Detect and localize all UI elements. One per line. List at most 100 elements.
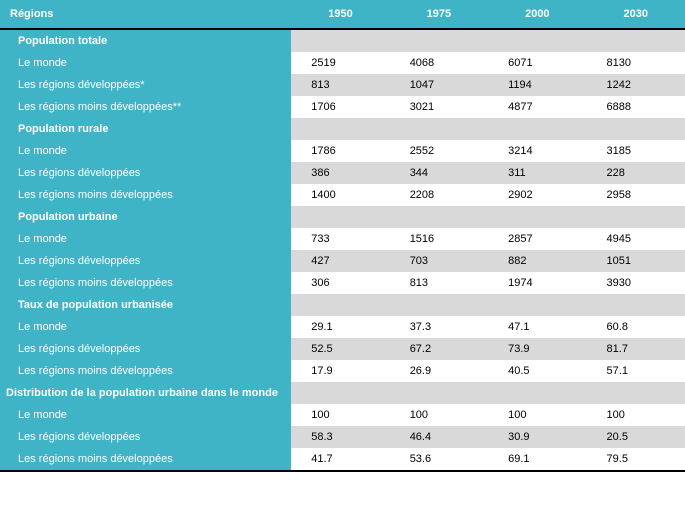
row-label: Les régions développées: [0, 426, 291, 448]
row-label: Les régions moins développées: [0, 272, 291, 294]
data-cell: 4945: [587, 228, 685, 250]
data-cell: 1516: [390, 228, 488, 250]
data-cell: 1194: [488, 74, 586, 96]
data-cell: 100: [291, 404, 389, 426]
data-cell: 100: [488, 404, 586, 426]
data-cell: 311: [488, 162, 586, 184]
data-cell: 1047: [390, 74, 488, 96]
data-cell: [587, 382, 685, 404]
table-row: Les régions moins développées17.926.940.…: [0, 360, 685, 382]
row-label: Les régions développées*: [0, 74, 291, 96]
data-cell: 73.9: [488, 338, 586, 360]
section-label: Population totale: [0, 29, 291, 52]
header-year-0: 1950: [291, 0, 389, 29]
table-row: Le monde100100100100: [0, 404, 685, 426]
table-row: Les régions moins développées41.753.669.…: [0, 448, 685, 471]
data-cell: 4877: [488, 96, 586, 118]
data-cell: 100: [587, 404, 685, 426]
population-table: Régions 1950 1975 2000 2030 Population t…: [0, 0, 685, 472]
data-cell: [291, 294, 389, 316]
data-cell: 37.3: [390, 316, 488, 338]
data-cell: [587, 29, 685, 52]
data-cell: 2519: [291, 52, 389, 74]
data-cell: [390, 206, 488, 228]
row-label: Le monde: [0, 228, 291, 250]
data-cell: [488, 118, 586, 140]
table-row: Les régions développées4277038821051: [0, 250, 685, 272]
data-cell: 69.1: [488, 448, 586, 471]
data-cell: 46.4: [390, 426, 488, 448]
table-row: Population rurale: [0, 118, 685, 140]
data-cell: [291, 206, 389, 228]
table-row: Distribution de la population urbaine da…: [0, 382, 685, 404]
data-cell: [488, 206, 586, 228]
data-cell: [488, 382, 586, 404]
header-row: Régions 1950 1975 2000 2030: [0, 0, 685, 29]
data-cell: [488, 294, 586, 316]
table-row: Le monde29.137.347.160.8: [0, 316, 685, 338]
data-cell: 20.5: [587, 426, 685, 448]
header-year-3: 2030: [587, 0, 685, 29]
data-cell: 47.1: [488, 316, 586, 338]
table-row: Le monde1786255232143185: [0, 140, 685, 162]
data-cell: 41.7: [291, 448, 389, 471]
data-cell: 2857: [488, 228, 586, 250]
row-label: Les régions moins développées**: [0, 96, 291, 118]
header-regions: Régions: [0, 0, 291, 29]
row-label: Le monde: [0, 316, 291, 338]
data-cell: 813: [390, 272, 488, 294]
row-label: Les régions développées: [0, 338, 291, 360]
section-label: Population rurale: [0, 118, 291, 140]
table-body: Population totaleLe monde251940686071813…: [0, 29, 685, 471]
row-label: Les régions moins développées: [0, 360, 291, 382]
data-cell: [390, 29, 488, 52]
data-cell: 3214: [488, 140, 586, 162]
table-row: Les régions moins développées30681319743…: [0, 272, 685, 294]
data-cell: [390, 382, 488, 404]
data-cell: 1400: [291, 184, 389, 206]
data-cell: 882: [488, 250, 586, 272]
data-cell: 4068: [390, 52, 488, 74]
row-label: Les régions moins développées: [0, 184, 291, 206]
section-label: Taux de population urbanisée: [0, 294, 291, 316]
table-row: Les régions développées386344311228: [0, 162, 685, 184]
table-row: Population urbaine: [0, 206, 685, 228]
data-cell: 1242: [587, 74, 685, 96]
table-row: Le monde733151628574945: [0, 228, 685, 250]
data-cell: 17.9: [291, 360, 389, 382]
header-year-1: 1975: [390, 0, 488, 29]
data-cell: 3021: [390, 96, 488, 118]
data-cell: 29.1: [291, 316, 389, 338]
data-cell: 1051: [587, 250, 685, 272]
data-cell: 30.9: [488, 426, 586, 448]
data-cell: 344: [390, 162, 488, 184]
data-cell: [587, 118, 685, 140]
table-row: Les régions développées*813104711941242: [0, 74, 685, 96]
table-row: Les régions moins développées14002208290…: [0, 184, 685, 206]
data-cell: 228: [587, 162, 685, 184]
data-cell: 79.5: [587, 448, 685, 471]
data-cell: 427: [291, 250, 389, 272]
data-cell: 58.3: [291, 426, 389, 448]
data-cell: 733: [291, 228, 389, 250]
data-cell: 6071: [488, 52, 586, 74]
table-row: Les régions développées58.346.430.920.5: [0, 426, 685, 448]
data-cell: 703: [390, 250, 488, 272]
data-cell: 52.5: [291, 338, 389, 360]
data-cell: 60.8: [587, 316, 685, 338]
table-row: Le monde2519406860718130: [0, 52, 685, 74]
section-label: Population urbaine: [0, 206, 291, 228]
table-row: Taux de population urbanisée: [0, 294, 685, 316]
row-label: Le monde: [0, 404, 291, 426]
data-cell: [291, 29, 389, 52]
data-cell: 2958: [587, 184, 685, 206]
data-cell: 2552: [390, 140, 488, 162]
data-cell: 53.6: [390, 448, 488, 471]
data-cell: 1706: [291, 96, 389, 118]
table-row: Population totale: [0, 29, 685, 52]
table-row: Les régions moins développées**170630214…: [0, 96, 685, 118]
row-label: Le monde: [0, 140, 291, 162]
data-cell: 386: [291, 162, 389, 184]
data-cell: 26.9: [390, 360, 488, 382]
data-cell: 306: [291, 272, 389, 294]
